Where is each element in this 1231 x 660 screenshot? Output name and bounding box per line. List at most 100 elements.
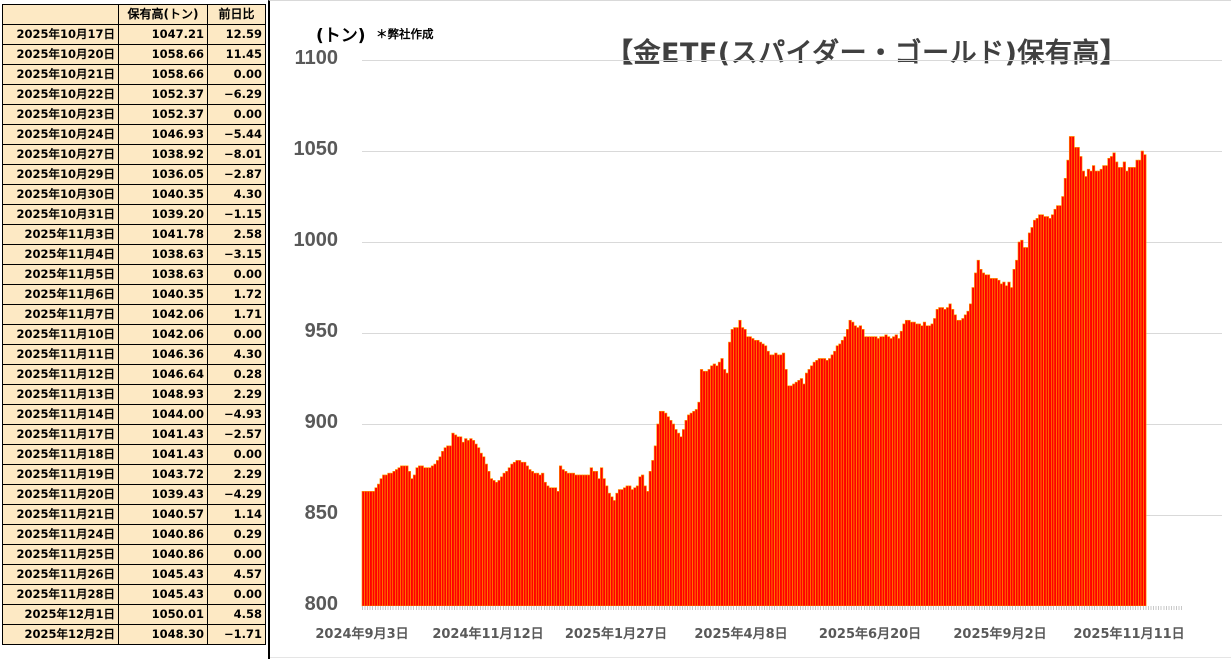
bar bbox=[1104, 165, 1108, 607]
date-cell: 2025年11月24日 bbox=[2, 524, 119, 545]
bar bbox=[928, 325, 932, 607]
bar bbox=[1007, 281, 1011, 607]
bar bbox=[794, 381, 798, 607]
bar bbox=[738, 319, 742, 607]
bar bbox=[441, 450, 445, 607]
bar bbox=[669, 420, 673, 607]
bar bbox=[661, 410, 665, 607]
holdings-cell: 1046.93 bbox=[118, 124, 208, 145]
holdings-table: 保有高(トン) 前日比 2025年10月17日 1047.21 12.59 2025年… bbox=[2, 4, 266, 645]
change-cell: 4.30 bbox=[207, 344, 266, 365]
bar bbox=[933, 318, 937, 607]
gridline bbox=[362, 151, 1222, 152]
bar bbox=[428, 467, 432, 607]
table-body: 2025年10月17日 1047.21 12.59 2025年10月20日 1058.6… bbox=[2, 24, 266, 645]
table-row: 2025年11月17日 1041.43 −2.57 bbox=[2, 424, 266, 445]
bar bbox=[466, 440, 470, 607]
bar bbox=[687, 414, 691, 607]
bar bbox=[364, 491, 368, 607]
bar bbox=[556, 491, 560, 607]
holdings-cell: 1041.43 bbox=[118, 424, 208, 445]
holdings-cell: 1045.43 bbox=[118, 564, 208, 585]
table-row: 2025年11月28日 1045.43 0.00 bbox=[2, 584, 266, 605]
bar bbox=[774, 352, 778, 607]
bar bbox=[866, 336, 870, 607]
bar bbox=[940, 307, 944, 607]
bar bbox=[1056, 205, 1060, 607]
bar bbox=[805, 372, 809, 607]
y-tick-label: 950 bbox=[304, 320, 338, 342]
change-cell: 0.00 bbox=[207, 444, 266, 465]
bar bbox=[1025, 247, 1029, 607]
bar bbox=[943, 309, 947, 607]
bar bbox=[771, 354, 775, 607]
bar bbox=[1081, 170, 1085, 607]
bar bbox=[582, 474, 586, 607]
bar bbox=[779, 354, 783, 607]
bar bbox=[971, 287, 975, 607]
bar bbox=[579, 474, 583, 607]
bar bbox=[979, 268, 983, 607]
bar bbox=[566, 472, 570, 607]
bar bbox=[366, 491, 370, 607]
bar bbox=[392, 471, 396, 607]
bar bbox=[1135, 159, 1139, 607]
table-row: 2025年11月26日 1045.43 4.57 bbox=[2, 564, 266, 585]
bar bbox=[1084, 176, 1088, 607]
bar bbox=[1127, 167, 1132, 607]
bar bbox=[418, 465, 422, 607]
bar bbox=[605, 485, 609, 607]
date-cell: 2025年11月4日 bbox=[2, 244, 119, 265]
bar bbox=[920, 325, 924, 607]
bar bbox=[797, 380, 801, 607]
bar bbox=[981, 272, 985, 607]
bar bbox=[833, 350, 837, 607]
bar bbox=[459, 436, 463, 607]
table-row: 2025年11月11日 1046.36 4.30 bbox=[2, 344, 266, 365]
bar bbox=[510, 463, 514, 607]
bar bbox=[369, 491, 373, 607]
bar bbox=[889, 338, 893, 607]
bar bbox=[648, 471, 652, 607]
bar bbox=[884, 334, 888, 607]
bar bbox=[897, 338, 901, 607]
bar bbox=[682, 429, 686, 607]
bar bbox=[664, 412, 668, 607]
bar bbox=[528, 469, 532, 607]
bar bbox=[576, 474, 581, 607]
bar bbox=[689, 412, 693, 607]
bar bbox=[1051, 214, 1055, 607]
table-row: 2025年10月30日 1040.35 4.30 bbox=[2, 184, 266, 205]
change-cell: 0.00 bbox=[207, 264, 266, 285]
y-tick-label: 1050 bbox=[293, 138, 339, 160]
bar bbox=[453, 434, 458, 607]
holdings-cell: 1050.01 bbox=[118, 604, 208, 625]
holdings-cell: 1046.36 bbox=[118, 344, 208, 365]
bar bbox=[838, 343, 842, 607]
table-row: 2025年11月25日 1040.86 0.00 bbox=[2, 544, 266, 565]
bar bbox=[589, 467, 593, 607]
change-cell: 2.29 bbox=[207, 464, 266, 485]
bar bbox=[482, 456, 486, 607]
bar bbox=[553, 487, 558, 607]
bar bbox=[858, 325, 862, 607]
bar bbox=[976, 259, 980, 607]
table-row: 2025年10月24日 1046.93 −5.44 bbox=[2, 124, 266, 145]
date-cell: 2025年10月30日 bbox=[2, 184, 119, 205]
holdings-cell: 1052.37 bbox=[118, 84, 208, 105]
bar bbox=[1109, 156, 1114, 607]
bar bbox=[1140, 150, 1144, 607]
date-cell: 2025年11月14日 bbox=[2, 404, 119, 425]
table-row: 2025年10月23日 1052.37 0.00 bbox=[2, 104, 266, 125]
change-cell: −1.15 bbox=[207, 204, 266, 225]
bar bbox=[702, 370, 706, 607]
date-cell: 2025年11月28日 bbox=[2, 584, 119, 605]
bar bbox=[443, 447, 447, 607]
change-cell: 1.72 bbox=[207, 284, 266, 305]
date-cell: 2025年11月21日 bbox=[2, 504, 119, 525]
bar bbox=[523, 461, 527, 607]
holdings-cell: 1040.86 bbox=[118, 524, 208, 545]
bar bbox=[994, 278, 998, 607]
bar bbox=[574, 474, 578, 607]
bar bbox=[448, 445, 452, 607]
